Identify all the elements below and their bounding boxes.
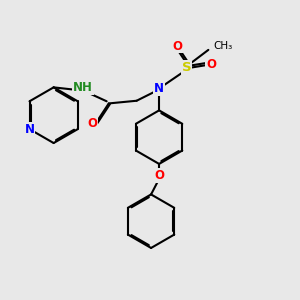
Text: CH₃: CH₃ [213,41,232,51]
Text: O: O [172,40,182,52]
Text: O: O [206,58,216,71]
Text: O: O [154,169,164,182]
Text: NH: NH [73,81,93,94]
Text: N: N [154,82,164,95]
Text: O: O [88,117,98,130]
Text: N: N [25,123,34,136]
Text: S: S [182,61,192,74]
